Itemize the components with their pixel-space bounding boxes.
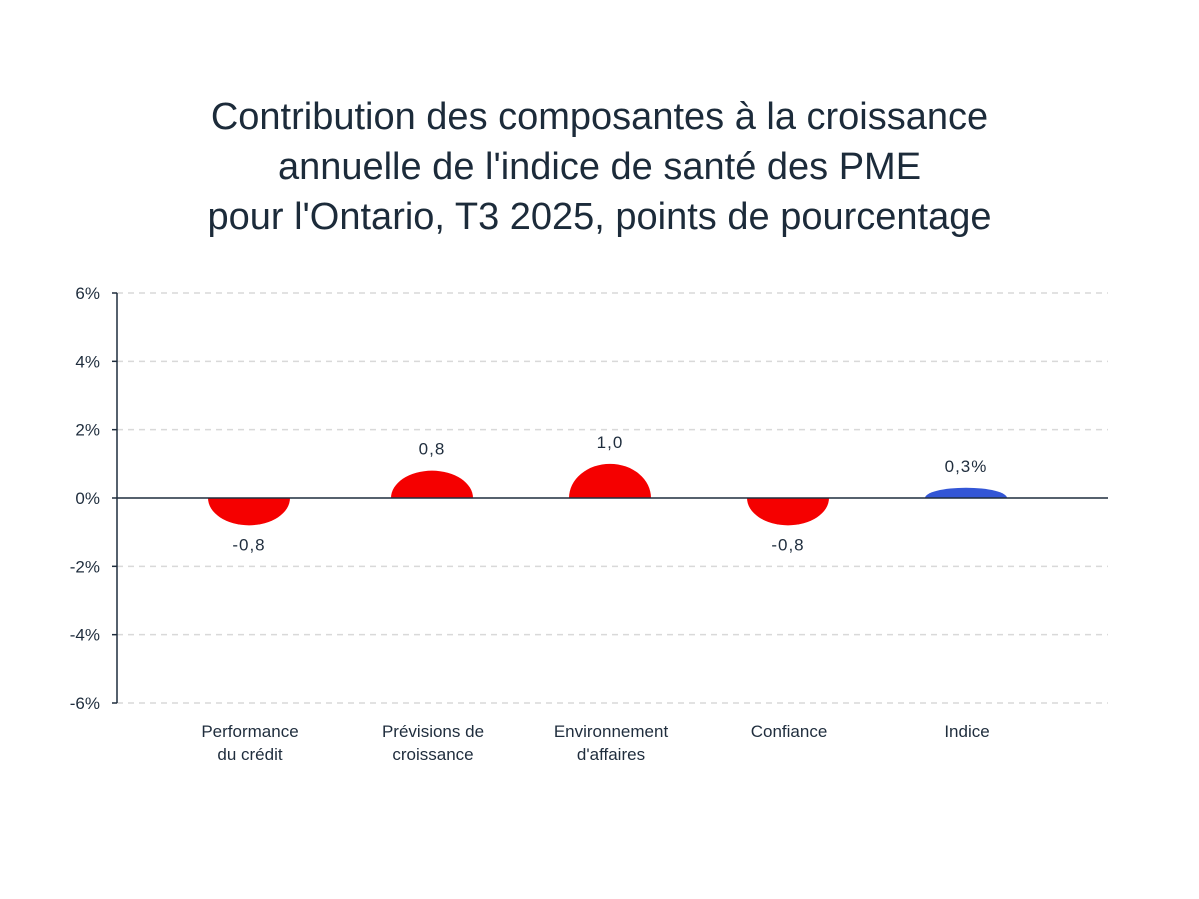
x-tick-label: croissance xyxy=(392,745,473,764)
chart-title: Contribution des composantes à la croiss… xyxy=(0,92,1199,242)
data-label: 0,3% xyxy=(945,457,988,476)
data-label: 0,8 xyxy=(419,440,446,459)
y-tick-label: 2% xyxy=(75,421,100,440)
chart-title-line-2: annuelle de l'indice de santé des PME xyxy=(277,146,922,188)
y-tick-label: 4% xyxy=(75,352,100,371)
y-tick-label: 0% xyxy=(75,489,100,508)
data-label: -0,8 xyxy=(232,535,265,554)
y-tick-label: -2% xyxy=(70,557,100,576)
x-tick-label: d'affaires xyxy=(577,745,645,764)
bar xyxy=(746,498,829,526)
data-label: 1,0 xyxy=(597,433,624,452)
x-tick-label: Environnement xyxy=(554,722,669,741)
bar xyxy=(925,487,1007,498)
y-tick-label: -6% xyxy=(70,694,100,713)
data-label: -0,8 xyxy=(771,535,804,554)
x-tick-label: Indice xyxy=(944,722,989,741)
x-tick-label: Confiance xyxy=(751,722,828,741)
bar xyxy=(208,498,290,526)
y-tick-label: 6% xyxy=(75,284,100,303)
x-tick-label: Prévisions de xyxy=(382,722,484,741)
x-tick-label: Performance xyxy=(201,722,298,741)
x-tick-label: du crédit xyxy=(217,745,282,764)
chart-title-line-3: pour l'Ontario, T3 2025, points de pourc… xyxy=(207,196,992,238)
y-tick-label: -4% xyxy=(70,626,100,645)
bar xyxy=(569,463,651,498)
bar xyxy=(391,470,473,498)
chart-title-line-1: Contribution des composantes à la croiss… xyxy=(210,96,989,138)
